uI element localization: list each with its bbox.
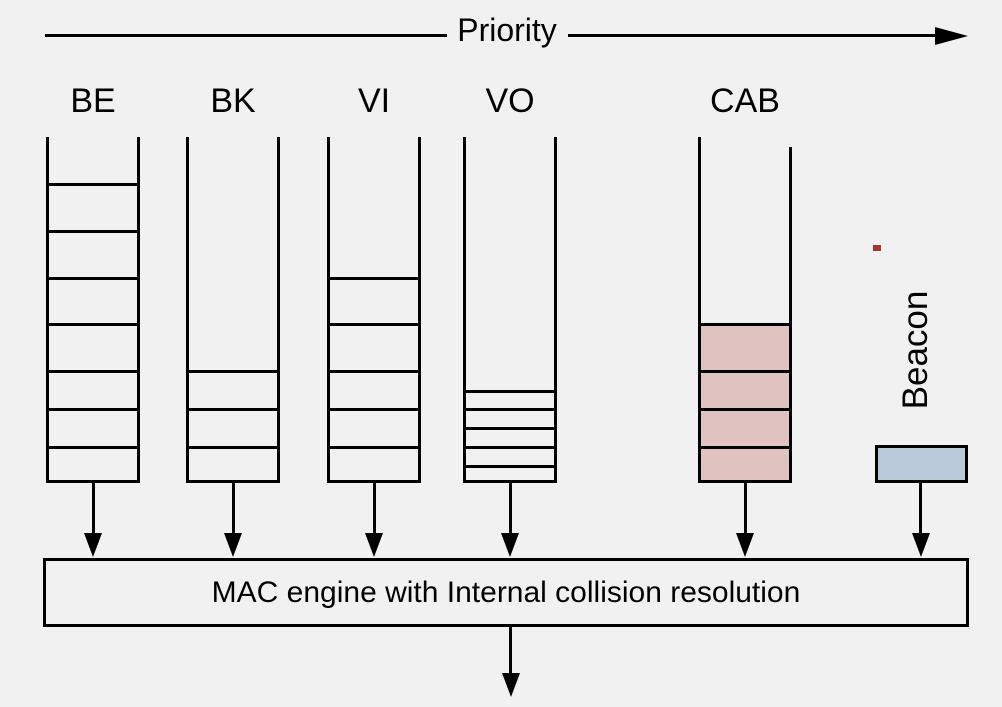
queue-vi-slot-line	[327, 446, 421, 449]
queue-cab-bottom-line	[698, 480, 792, 483]
queue-be-bottom-line	[46, 480, 140, 483]
red-artifact-mark	[873, 245, 881, 251]
queue-cab-slot-line	[698, 323, 792, 326]
queue-bk-slot-line	[186, 408, 280, 411]
queue-vi-label: VI	[357, 82, 391, 120]
queue-vo-bottom-line	[463, 480, 557, 483]
queue-be-slot-line	[46, 230, 140, 233]
queue-cab-slot-line	[698, 408, 792, 411]
priority-arrowhead-icon	[935, 27, 968, 45]
queue-bk-slot-line	[186, 446, 280, 449]
queue-bk-label: BK	[210, 82, 256, 120]
queue-vi-slot-line	[327, 370, 421, 373]
queue-be-slot-line	[46, 446, 140, 449]
queue-cab-arrowhead-icon	[736, 533, 754, 557]
priority-arrow-line-left	[45, 34, 447, 37]
mac-engine-label: MAC engine with Internal collision resol…	[211, 575, 801, 609]
mac-engine-box: MAC engine with Internal collision resol…	[43, 558, 969, 627]
queue-vo-slot-line	[463, 408, 557, 411]
queue-bk-arrowhead-icon	[224, 533, 242, 557]
queue-vi-arrow-stem	[373, 483, 376, 533]
queue-vo-slot-line	[463, 390, 557, 393]
queue-vo-label: VO	[485, 82, 535, 120]
queue-vi-arrowhead-icon	[365, 533, 383, 557]
queue-bk-bottom-line	[186, 480, 280, 483]
queue-be-left-wall	[46, 137, 49, 483]
queue-be-label: BE	[70, 82, 116, 120]
beacon-arrowhead-icon	[912, 533, 930, 557]
queue-vi-slot-line	[327, 277, 421, 280]
queue-cab-slot-line	[698, 370, 792, 373]
queue-vo-arrow-stem	[509, 483, 512, 533]
beacon-arrow-stem	[919, 483, 922, 533]
queue-bk-slot-line	[186, 370, 280, 373]
queue-cab-slot-line	[698, 446, 792, 449]
beacon-label: Beacon	[896, 290, 935, 410]
queue-be-arrow-stem	[92, 483, 95, 533]
priority-arrow-line-right	[568, 34, 937, 37]
priority-label: Priority	[457, 12, 557, 48]
queue-bk-right-wall	[277, 137, 280, 483]
queue-be-right-wall	[137, 137, 140, 483]
queue-cab-filled-region	[698, 323, 792, 483]
mac-output-arrow-stem	[509, 627, 512, 673]
queue-be-slot-line	[46, 277, 140, 280]
beacon-box	[875, 445, 968, 483]
queue-cab-label: CAB	[710, 82, 780, 120]
queue-be-slot-line	[46, 408, 140, 411]
queue-be-slot-line	[46, 183, 140, 186]
queue-vo-slot-line	[463, 446, 557, 449]
queue-vi-bottom-line	[327, 480, 421, 483]
queue-vi-right-wall	[418, 137, 421, 483]
queue-vo-slot-line	[463, 465, 557, 468]
queue-cab-arrow-stem	[744, 483, 747, 533]
queue-be-arrowhead-icon	[84, 533, 102, 557]
queue-vi-slot-line	[327, 408, 421, 411]
queue-vo-right-wall	[554, 137, 557, 483]
queue-cab-right-wall	[789, 147, 792, 483]
queue-vo-left-wall	[463, 137, 466, 483]
queue-bk-arrow-stem	[232, 483, 235, 533]
queue-vi-slot-line	[327, 323, 421, 326]
queue-vo-arrowhead-icon	[501, 533, 519, 557]
queue-vo-slot-line	[463, 427, 557, 430]
queue-bk-left-wall	[186, 137, 189, 483]
queue-be-slot-line	[46, 370, 140, 373]
queue-vi-left-wall	[327, 137, 330, 483]
queue-be-slot-line	[46, 323, 140, 326]
mac-output-arrowhead-icon	[502, 673, 520, 697]
queue-cab-left-wall	[698, 137, 701, 483]
